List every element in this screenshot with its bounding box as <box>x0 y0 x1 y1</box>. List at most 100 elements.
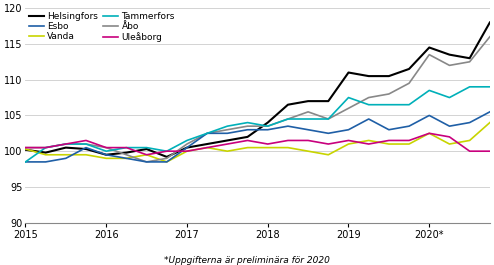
Esbo <box>103 153 109 156</box>
Uleåborg <box>265 143 271 146</box>
Åbo <box>164 157 170 160</box>
Uleåborg <box>184 149 190 153</box>
Åbo <box>224 128 230 131</box>
Tammerfors <box>245 121 250 124</box>
Åbo <box>42 146 48 149</box>
Helsingfors <box>164 155 170 158</box>
Esbo <box>124 157 129 160</box>
Esbo <box>164 160 170 164</box>
Uleåborg <box>245 139 250 142</box>
Uleåborg <box>326 143 331 146</box>
Uleåborg <box>83 139 89 142</box>
Åbo <box>406 82 412 85</box>
Esbo <box>345 128 351 131</box>
Tammerfors <box>63 143 69 146</box>
Vanda <box>447 143 453 146</box>
Esbo <box>144 160 150 164</box>
Uleåborg <box>406 139 412 142</box>
Uleåborg <box>386 139 392 142</box>
Helsingfors <box>124 151 129 154</box>
Uleåborg <box>467 149 473 153</box>
Åbo <box>305 110 311 113</box>
Vanda <box>285 146 291 149</box>
Uleåborg <box>42 146 48 149</box>
Vanda <box>63 153 69 156</box>
Tammerfors <box>406 103 412 106</box>
Text: *Uppgifterna är preliminära för 2020: *Uppgifterna är preliminära för 2020 <box>164 256 330 265</box>
Tammerfors <box>204 132 210 135</box>
Tammerfors <box>345 96 351 99</box>
Vanda <box>326 153 331 156</box>
Esbo <box>366 117 371 121</box>
Vanda <box>184 149 190 153</box>
Åbo <box>23 146 29 149</box>
Uleåborg <box>224 143 230 146</box>
Tammerfors <box>265 125 271 128</box>
Tammerfors <box>447 96 453 99</box>
Line: Tammerfors: Tammerfors <box>26 87 490 162</box>
Åbo <box>326 117 331 121</box>
Vanda <box>467 139 473 142</box>
Helsingfors <box>447 53 453 56</box>
Helsingfors <box>103 153 109 156</box>
Tammerfors <box>42 146 48 149</box>
Helsingfors <box>245 135 250 139</box>
Åbo <box>345 107 351 110</box>
Helsingfors <box>83 147 89 151</box>
Tammerfors <box>164 149 170 153</box>
Helsingfors <box>285 103 291 106</box>
Uleåborg <box>144 153 150 156</box>
Tammerfors <box>305 117 311 121</box>
Vanda <box>406 143 412 146</box>
Åbo <box>204 132 210 135</box>
Vanda <box>366 139 371 142</box>
Uleåborg <box>426 132 432 135</box>
Åbo <box>285 117 291 121</box>
Helsingfors <box>305 100 311 103</box>
Uleåborg <box>285 139 291 142</box>
Tammerfors <box>487 85 493 89</box>
Uleåborg <box>345 139 351 142</box>
Vanda <box>305 149 311 153</box>
Vanda <box>345 143 351 146</box>
Helsingfors <box>366 74 371 78</box>
Esbo <box>245 128 250 131</box>
Esbo <box>326 132 331 135</box>
Vanda <box>386 143 392 146</box>
Esbo <box>386 128 392 131</box>
Åbo <box>386 92 392 96</box>
Tammerfors <box>23 160 29 164</box>
Esbo <box>285 125 291 128</box>
Tammerfors <box>83 143 89 146</box>
Vanda <box>124 157 129 160</box>
Vanda <box>42 153 48 156</box>
Helsingfors <box>63 146 69 149</box>
Esbo <box>406 125 412 128</box>
Uleåborg <box>487 149 493 153</box>
Åbo <box>447 64 453 67</box>
Uleåborg <box>447 135 453 139</box>
Tammerfors <box>386 103 392 106</box>
Helsingfors <box>406 67 412 70</box>
Esbo <box>63 157 69 160</box>
Esbo <box>204 132 210 135</box>
Åbo <box>63 143 69 146</box>
Helsingfors <box>467 57 473 60</box>
Esbo <box>224 132 230 135</box>
Tammerfors <box>467 85 473 89</box>
Åbo <box>245 125 250 128</box>
Uleåborg <box>124 146 129 149</box>
Vanda <box>245 146 250 149</box>
Uleåborg <box>305 139 311 142</box>
Tammerfors <box>124 146 129 149</box>
Tammerfors <box>426 89 432 92</box>
Helsingfors <box>487 21 493 24</box>
Helsingfors <box>204 143 210 146</box>
Helsingfors <box>144 147 150 151</box>
Åbo <box>124 153 129 156</box>
Helsingfors <box>426 46 432 49</box>
Helsingfors <box>386 74 392 78</box>
Esbo <box>426 114 432 117</box>
Line: Esbo: Esbo <box>26 112 490 162</box>
Vanda <box>164 160 170 164</box>
